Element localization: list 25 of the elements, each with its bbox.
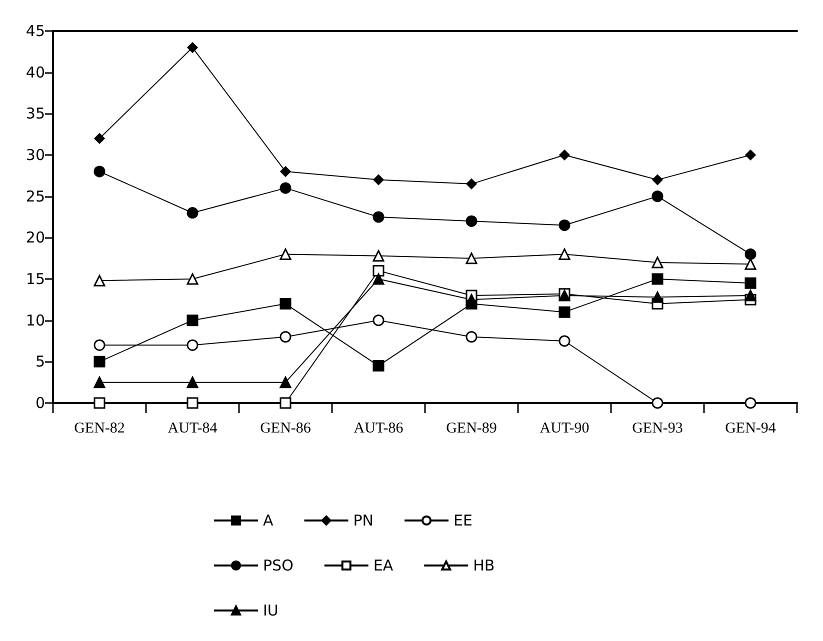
x-tick-label: GEN-94 <box>725 420 776 436</box>
x-tick-label: AUT-86 <box>354 420 404 436</box>
x-tick-label: GEN-89 <box>446 420 497 436</box>
y-tick-label: 30 <box>26 146 45 164</box>
y-tick-label: 40 <box>26 63 45 82</box>
legend-label: PN <box>353 512 374 530</box>
x-tick-label: GEN-93 <box>632 420 683 436</box>
y-tick-label: 10 <box>26 311 45 330</box>
legend-label: EE <box>454 512 472 530</box>
legend-label: IU <box>263 602 278 620</box>
legend-label: EA <box>373 556 394 574</box>
y-tick-label: 25 <box>26 187 45 206</box>
x-tick-label: AUT-84 <box>168 420 218 436</box>
y-tick-label: 45 <box>26 22 45 40</box>
y-tick-label: 0 <box>35 394 45 412</box>
x-tick-label: AUT-90 <box>540 420 590 436</box>
x-tick-label: GEN-86 <box>260 420 312 436</box>
legend-label: PSO <box>263 556 294 574</box>
legend-label: A <box>263 512 274 530</box>
legend-label: HB <box>473 556 495 574</box>
y-tick-label: 35 <box>26 104 45 123</box>
y-tick-label: 15 <box>26 270 45 288</box>
y-tick-label: 20 <box>26 228 45 247</box>
y-tick-label: 5 <box>35 352 45 371</box>
x-tick-label: GEN-82 <box>74 420 125 436</box>
